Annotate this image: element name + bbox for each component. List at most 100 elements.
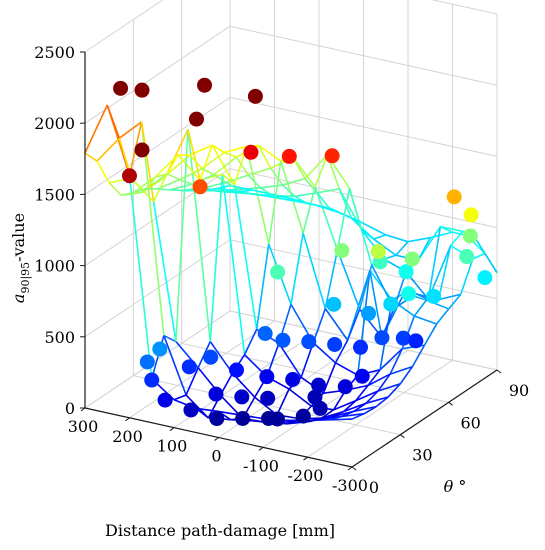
data-point [275,332,291,348]
surface-segment [373,238,397,256]
grid-line [229,239,498,300]
surface-segment [133,188,146,194]
surface-segment [353,405,377,413]
surface-segment [414,315,437,325]
surface-segment [221,173,235,186]
data-point [270,264,286,280]
surface-segment [185,367,199,396]
x-tick-mark [258,446,264,451]
surface-segment [285,419,298,423]
data-point [398,264,414,280]
surface-segment [215,189,229,193]
surface-segment [211,144,225,154]
surface-segment [314,186,339,251]
data-point [209,411,225,427]
y-tick-mark [400,434,405,439]
surface-segment [179,178,193,186]
surface-segment [346,308,361,341]
surface-segment [328,207,342,215]
surface-segment [223,151,237,158]
data-point [354,368,370,384]
grid-line [229,25,498,86]
x-tick-label: 200 [112,427,143,446]
surface-segment [459,258,474,295]
surface-segment [306,202,320,207]
surface-segment [250,193,263,197]
data-point [229,362,245,378]
surface-segment [377,383,401,392]
surface-segment [258,144,282,162]
surface-segment [302,232,327,309]
surface-segment [128,175,153,379]
surface-segment [247,174,262,189]
data-point [383,296,399,312]
surface-segment [255,243,270,330]
data-point [113,80,129,96]
surface-segment [157,188,170,191]
data-point [446,189,462,205]
surface-segment [355,385,369,402]
surface-segment [288,388,312,407]
surface-segment [213,156,237,176]
surface-segment [84,104,108,154]
surface-segment [177,154,201,181]
data-point [260,390,276,406]
data-point [134,142,150,158]
surface-segment [355,390,379,402]
x-axis-title: Distance path-damage [mm] [105,521,335,540]
surface-segment [415,293,429,300]
surface-segment [427,226,442,300]
surface-segment [338,188,363,231]
grid-line [431,0,498,15]
surface-segment [84,152,98,162]
data-point [307,389,323,405]
surface-segment [321,409,335,419]
data-point [192,179,208,195]
surface-segment [389,365,413,375]
surface-segment [365,396,389,405]
surface-segment [96,160,110,184]
grid-line [229,96,498,157]
y-tick-mark [351,466,357,471]
z-tick-label: 1500 [34,185,75,204]
surface-segment [201,167,215,176]
data-point [353,339,369,355]
surface-segment [243,328,258,355]
surface-segment [333,399,357,411]
surface-segment [348,188,363,230]
surface-segment [155,154,179,178]
data-point [181,359,197,375]
surface-segment [314,154,328,188]
data-point [426,288,442,304]
surface-segment [316,192,330,209]
z-tick-label: 2500 [34,43,75,62]
svg-text:a90|95-value: a90|95-value [9,213,33,303]
surface-segment [423,323,438,346]
z-axis-title-suffix: -value [9,213,28,262]
surface-segment [413,299,428,317]
data-point [324,148,340,164]
surface-segment [260,184,283,189]
data-point [462,228,478,244]
surface-segment [440,225,453,233]
y-tick-label: 0 [369,478,379,497]
surface-segment [351,217,364,225]
surface-segment [155,173,168,178]
z-tick-label: 0 [65,399,75,418]
surface-segment [430,231,453,239]
x-tick-mark [169,427,175,432]
surface-segment [472,252,486,260]
surface-segment [369,270,383,338]
x-tick-mark [214,437,219,441]
surface-segment [351,412,365,420]
data-point [401,286,417,302]
axes [80,51,502,471]
surface-segment [335,362,359,376]
surface-segment [108,182,122,196]
surface-segment [356,270,371,376]
surface-segment [304,154,328,180]
z-tick-label: 2000 [34,114,75,133]
